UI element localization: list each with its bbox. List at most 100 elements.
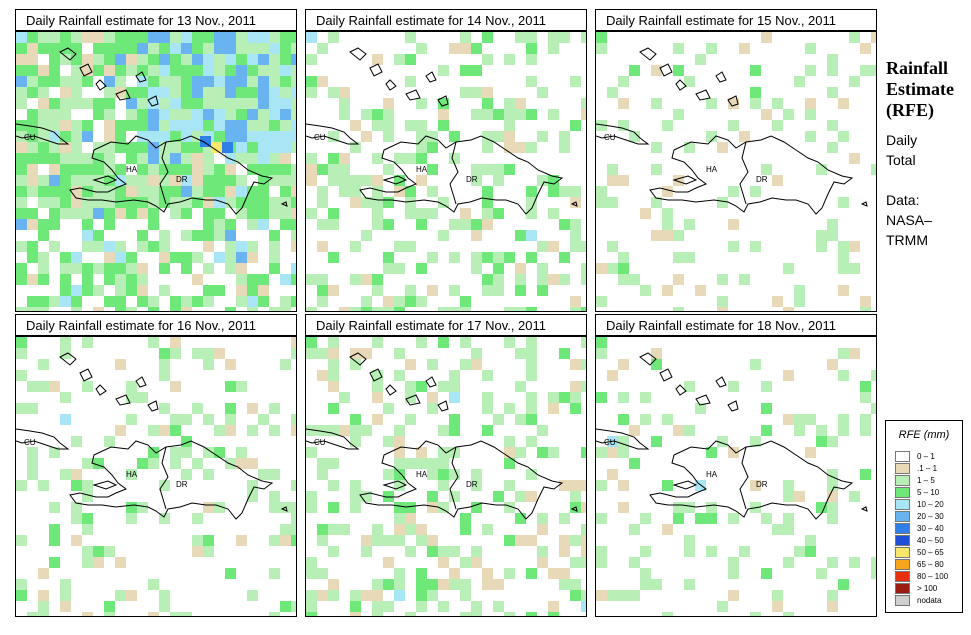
rainfall-cell (148, 208, 159, 219)
rainfall-cell (291, 230, 296, 241)
rainfall-cell (460, 32, 471, 43)
rainfall-cell (827, 142, 838, 153)
rainfall-cell (460, 43, 471, 54)
rainfall-cell (137, 131, 148, 142)
rainfall-cell (350, 359, 361, 370)
haiti-dr-border (159, 141, 169, 205)
rainfall-cell (361, 274, 372, 285)
rainfall-cell (104, 54, 115, 65)
rainfall-cell (247, 131, 258, 142)
rainfall-cell (618, 120, 629, 131)
rainfall-cell (247, 458, 258, 469)
rainfall-cell (570, 359, 581, 370)
rainfall-cell (60, 164, 71, 175)
rainfall-cell (159, 131, 170, 142)
rainfall-cell (783, 414, 794, 425)
haiti-label: HA (126, 470, 138, 479)
rainfall-cell (761, 164, 772, 175)
rainfall-cell (49, 557, 60, 568)
period-label: Daily Total (886, 130, 917, 170)
rainfall-cell (438, 546, 449, 557)
rainfall-cell (60, 414, 71, 425)
rainfall-cell (581, 447, 586, 458)
legend-label: 30 – 40 (917, 524, 944, 533)
rainfall-cell (427, 252, 438, 263)
rainfall-cell (247, 153, 258, 164)
rainfall-cell (838, 252, 849, 263)
rainfall-cell (225, 403, 236, 414)
rainfall-cell (405, 285, 416, 296)
rainfall-cell (258, 109, 269, 120)
rainfall-cell (493, 491, 504, 502)
rainfall-cell (750, 241, 761, 252)
rainfall-cell (596, 348, 607, 359)
rainfall-cell (460, 208, 471, 219)
legend-swatch (895, 451, 910, 462)
legend-label: 5 – 10 (917, 488, 940, 497)
rainfall-cell (148, 186, 159, 197)
rainfall-cell (126, 109, 137, 120)
rainfall-cell (236, 274, 247, 285)
rainfall-cell (317, 535, 328, 546)
rainfall-cell (203, 296, 214, 307)
rainfall-cell (328, 425, 339, 436)
rainfall-cell (280, 120, 291, 131)
rainfall-cell (159, 54, 170, 65)
rainfall-cell (71, 131, 82, 142)
rainfall-cell (405, 513, 416, 524)
rainfall-cell (137, 120, 148, 131)
rainfall-cell (71, 480, 82, 491)
rainfall-cell (137, 32, 148, 43)
rainfall-cell (706, 447, 717, 458)
rainfall-cell (827, 359, 838, 370)
rainfall-cell (126, 120, 137, 131)
rainfall-cell (16, 164, 27, 175)
rainfall-cell (372, 274, 383, 285)
rainfall-cell (361, 131, 372, 142)
rainfall-cell (159, 241, 170, 252)
rainfall-cell (306, 164, 317, 175)
rainfall-cell (306, 568, 317, 579)
rainfall-cell (258, 175, 269, 186)
rainfall-cell (137, 98, 148, 109)
rainfall-cell (504, 142, 515, 153)
rainfall-cell (394, 590, 405, 601)
rainfall-cell (827, 601, 838, 612)
rainfall-cell (537, 241, 548, 252)
rainfall-cell (471, 65, 482, 76)
rainfall-cell (291, 65, 296, 76)
rainfall-cell (651, 230, 662, 241)
rainfall-cell (258, 87, 269, 98)
rainfall-cell (236, 197, 247, 208)
rainfall-cell (372, 285, 383, 296)
legend-swatch (895, 511, 910, 522)
rainfall-cell (794, 414, 805, 425)
rainfall-cell (581, 524, 586, 535)
rainfall-cell (60, 296, 71, 307)
rainfall-cell (126, 252, 137, 263)
rainfall-cell (706, 502, 717, 513)
rainfall-cell (115, 307, 126, 311)
rainfall-cell (684, 579, 695, 590)
rainfall-cell (170, 414, 181, 425)
rainfall-cell (49, 447, 60, 458)
rainfall-cell (471, 87, 482, 98)
rainfall-cell (526, 370, 537, 381)
cuba-coastline (596, 123, 650, 145)
rainfall-cell (104, 219, 115, 230)
rainfall-cell (838, 425, 849, 436)
rainfall-cell (662, 285, 673, 296)
rainfall-cell (460, 513, 471, 524)
rainfall-cell (339, 153, 350, 164)
rainfall-cell (405, 186, 416, 197)
rainfall-cell (93, 230, 104, 241)
rainfall-cell (269, 612, 280, 616)
rainfall-cell (728, 557, 739, 568)
rainfall-cell (350, 142, 361, 153)
rainfall-cell (93, 54, 104, 65)
rainfall-cell (258, 274, 269, 285)
rainfall-cell (291, 337, 296, 348)
rainfall-cell (361, 491, 372, 502)
rainfall-cell (71, 120, 82, 131)
rainfall-cell (405, 296, 416, 307)
